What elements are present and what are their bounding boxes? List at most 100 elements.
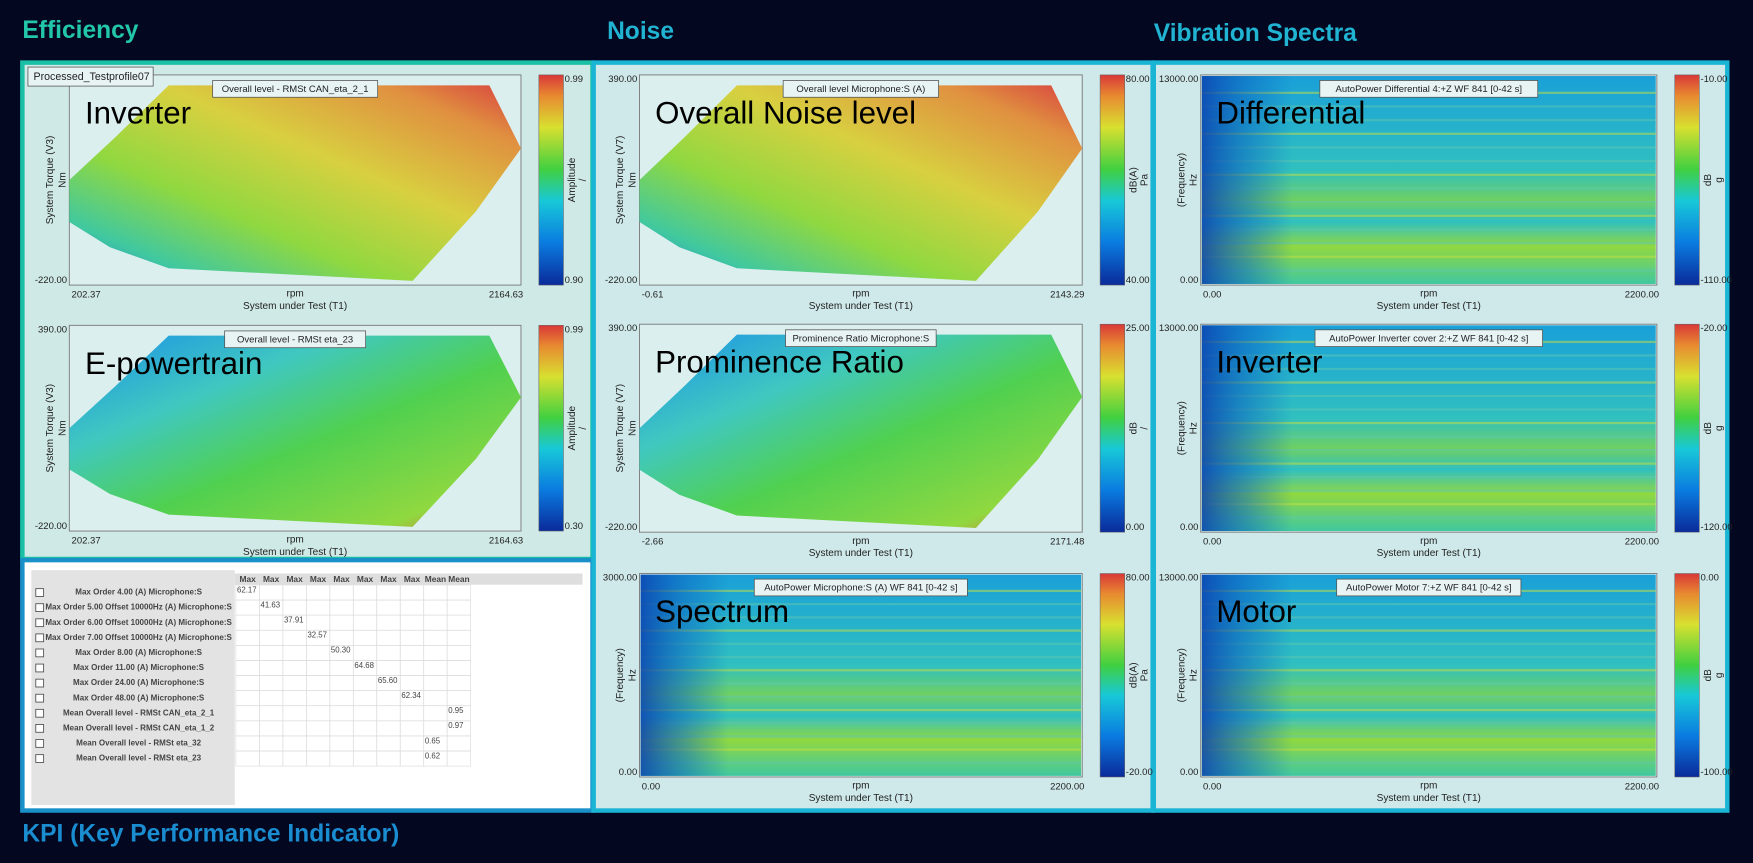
legend-box — [785, 329, 937, 347]
colorbar-label: dB — [1128, 422, 1139, 435]
row-label: Mean Overall level - RMSt eta_32 — [76, 739, 202, 748]
colorbar — [1099, 323, 1125, 533]
row-label: Mean Overall level - RMSt CAN_eta_2_1 — [63, 708, 215, 717]
spectrogram-shade — [640, 574, 1082, 776]
legend-box — [753, 578, 968, 597]
row-checkbox[interactable] — [35, 618, 45, 628]
table-value: 37.91 — [284, 616, 304, 625]
colorbar-unit: / — [1139, 427, 1150, 430]
plot-title: Motor — [1216, 594, 1296, 629]
spectrogram-shade — [1201, 325, 1656, 532]
legend-label: Prominence Ratio Microphone:S — [792, 333, 929, 344]
profile-label-box — [27, 66, 154, 87]
table-header: Max — [239, 574, 256, 584]
row-checkbox[interactable] — [35, 633, 45, 643]
table-header: Max — [357, 574, 374, 584]
x-tick-label: 202.37 — [72, 536, 101, 547]
colorbar-tick-label: 0.30 — [565, 521, 583, 532]
x-tick-label: 2171.48 — [1050, 537, 1084, 548]
table-header: Max — [263, 574, 280, 584]
table-value: 62.17 — [237, 585, 257, 594]
row-label: Max Order 48.00 (A) Microphone:S — [73, 693, 205, 702]
y-tick-label: 390.00 — [608, 323, 637, 334]
x-tick-label: 0.00 — [642, 782, 660, 793]
row-checkbox[interactable] — [35, 739, 45, 748]
y-axis-label: System Torque (V7) — [615, 136, 626, 225]
x-tick-label: -0.61 — [642, 290, 664, 301]
row-checkbox[interactable] — [35, 588, 45, 597]
colorbar-tick-label: 80.00 — [1126, 74, 1150, 85]
plot-title: Differential — [1216, 95, 1365, 130]
y-tick-label: -220.00 — [605, 522, 637, 533]
row-checkbox[interactable] — [35, 693, 45, 703]
legend-box — [1319, 80, 1539, 98]
legend-box — [782, 80, 939, 98]
x-axis-label: System under Test (T1) — [1377, 301, 1481, 312]
row-label: Max Order 4.00 (A) Microphone:S — [75, 588, 202, 597]
row-checkbox[interactable] — [35, 603, 45, 612]
y-tick-label: -220.00 — [35, 275, 67, 286]
colorbar-label: Amplitude — [567, 157, 578, 202]
colorbar — [1674, 323, 1700, 533]
row-label: Max Order 6.00 Offset 10000Hz (A) Microp… — [45, 618, 232, 627]
colorbar — [1674, 74, 1700, 286]
row-checkbox[interactable] — [35, 648, 45, 658]
table-value: 0.97 — [448, 721, 463, 730]
colorbar-tick-label: 80.00 — [1126, 573, 1150, 584]
plot-title: E-powertrain — [85, 346, 262, 381]
y-axis-unit: Hz — [627, 669, 638, 681]
y-tick-label: -220.00 — [35, 521, 67, 532]
colorbar-tick-label: -120.00 — [1700, 522, 1732, 533]
y-axis-label: (Frequency) — [1176, 648, 1187, 702]
row-label: Mean Overall level - RMSt CAN_eta_1_2 — [63, 723, 215, 732]
colorbar-unit: g — [1714, 672, 1725, 678]
x-tick-label: 2164.63 — [489, 290, 523, 301]
legend-box — [1336, 578, 1522, 597]
colorbar — [1099, 74, 1125, 286]
row-checkbox[interactable] — [35, 754, 45, 763]
y-tick-label: 13000.00 — [1159, 323, 1199, 334]
plot-title: Spectrum — [655, 594, 789, 629]
y-tick-label: 0.00 — [619, 767, 638, 778]
table-header: Max — [333, 574, 350, 584]
contour-map — [639, 85, 1083, 281]
x-tick-label: 2200.00 — [1625, 290, 1659, 301]
table-value: 0.62 — [425, 751, 440, 760]
plot-title: Inverter — [85, 95, 191, 130]
y-tick-label: 0.00 — [1180, 275, 1198, 286]
row-label: Max Order 7.00 Offset 10000Hz (A) Microp… — [45, 633, 232, 642]
table-header: Max — [286, 574, 303, 584]
section-title: Noise — [607, 18, 674, 45]
y-tick-label: 390.00 — [608, 74, 637, 85]
y-tick-label: 13000.00 — [1159, 573, 1199, 584]
row-label: Max Order 8.00 (A) Microphone:S — [75, 648, 202, 657]
y-axis-label: System Torque (V7) — [615, 384, 626, 473]
table-header: Max — [380, 574, 397, 584]
y-axis-unit: Hz — [1189, 422, 1200, 434]
colorbar-tick-label: 0.99 — [565, 324, 583, 335]
y-tick-label: 390.00 — [38, 324, 67, 335]
colorbar-tick-label: -20.00 — [1126, 767, 1153, 778]
row-checkbox[interactable] — [35, 708, 45, 718]
x-tick-label: 202.37 — [72, 290, 101, 301]
section-title: Vibration Spectra — [1154, 20, 1357, 47]
y-tick-label: 0.00 — [1180, 767, 1198, 778]
table-cell — [446, 750, 472, 767]
colorbar-tick-label: -20.00 — [1700, 323, 1727, 334]
y-axis-unit: Nm — [57, 172, 68, 188]
row-checkbox[interactable] — [35, 663, 45, 673]
legend-label: AutoPower Motor 7:+Z WF 841 [0-42 s] — [1346, 583, 1512, 594]
row-checkbox[interactable] — [35, 724, 45, 733]
row-checkbox[interactable] — [35, 678, 45, 688]
colorbar-tick-label: 0.99 — [565, 74, 583, 85]
colorbar-tick-label: 0.00 — [1126, 522, 1145, 533]
legend-label: Overall level Microphone:S (A) — [796, 84, 925, 95]
colorbar-label: dB — [1703, 669, 1714, 682]
y-axis-unit: Nm — [57, 420, 68, 436]
colorbar-tick-label: -110.00 — [1700, 275, 1732, 286]
x-axis-unit: rpm — [1420, 289, 1437, 300]
y-axis-unit: Hz — [1189, 669, 1200, 681]
spectrogram-shade — [1201, 574, 1656, 776]
